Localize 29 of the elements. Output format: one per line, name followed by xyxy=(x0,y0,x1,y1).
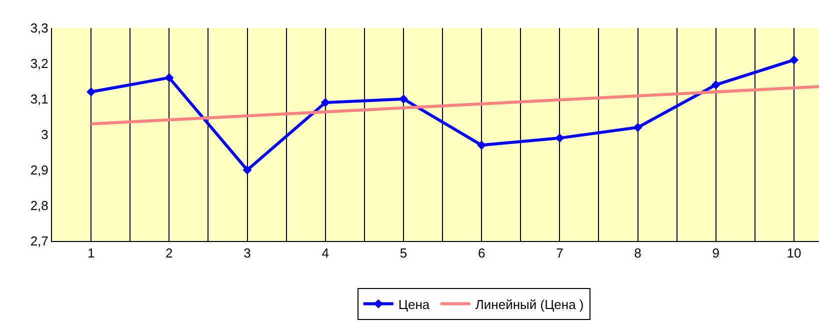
point xyxy=(477,140,486,150)
point xyxy=(789,55,799,64)
y-tick-label: 3,2 xyxy=(30,56,48,72)
x-tick-label: 3 xyxy=(244,246,251,261)
x-tick-label: 7 xyxy=(556,246,564,261)
legend-label: Цена xyxy=(398,296,430,312)
point xyxy=(242,165,252,175)
x-tick-label: 2 xyxy=(166,246,173,261)
x-tick-label: 9 xyxy=(712,246,720,261)
point xyxy=(555,134,564,143)
y-tick-label: 3 xyxy=(41,127,48,142)
point xyxy=(86,87,96,96)
point xyxy=(398,94,408,104)
y-tick-label: 2,9 xyxy=(30,162,48,178)
x-tick-label: 1 xyxy=(87,246,95,261)
x-tick-label: 6 xyxy=(478,246,486,261)
x-tick-label: 8 xyxy=(634,246,642,261)
point xyxy=(711,80,720,90)
x-tick-label: 5 xyxy=(400,246,408,261)
y-tick-label: 2,8 xyxy=(30,198,48,214)
y-tick-label: 2,7 xyxy=(30,234,48,249)
legend-label: Линейный (Цена ) xyxy=(475,296,584,312)
x-tick-label: 10 xyxy=(786,246,802,261)
y-tick-label: 3,3 xyxy=(30,20,48,36)
point xyxy=(633,122,642,132)
point xyxy=(320,98,330,108)
y-tick-label: 3,1 xyxy=(30,92,48,107)
point xyxy=(164,73,174,82)
x-tick-label: 4 xyxy=(322,246,329,261)
